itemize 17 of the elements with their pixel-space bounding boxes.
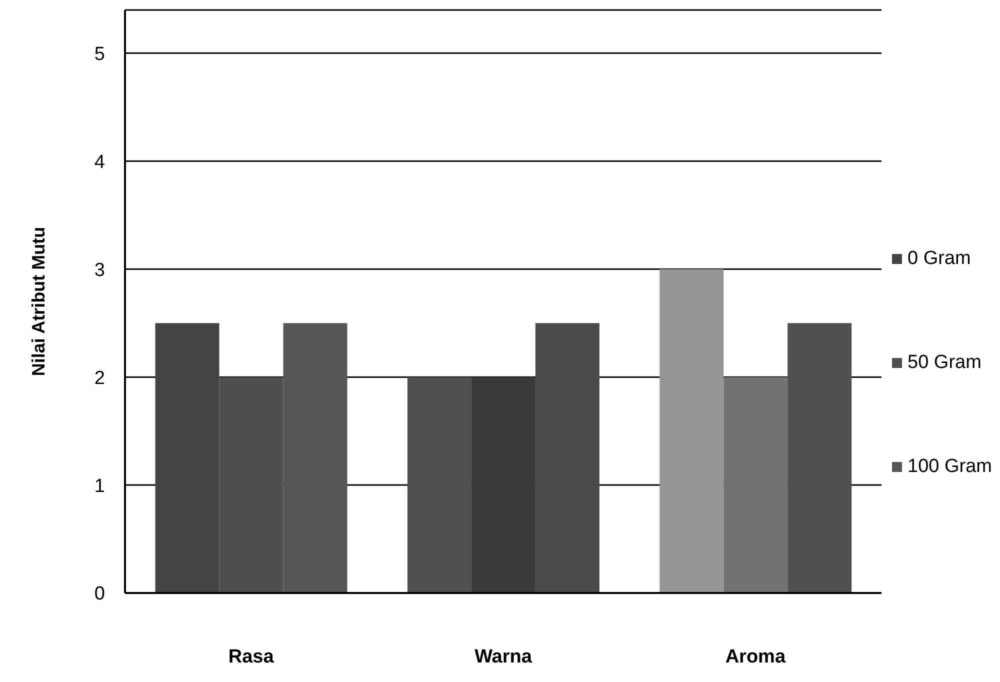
x-tick-label: Aroma <box>725 646 786 668</box>
y-axis-title: Nilai Atribut Mutu <box>28 226 48 376</box>
bar <box>660 269 724 593</box>
y-tick-label: 3 <box>94 260 105 281</box>
legend-label: 50 Gram <box>908 352 982 374</box>
legend-label: 0 Gram <box>908 248 971 270</box>
legend-label: 100 Gram <box>908 456 992 478</box>
x-tick-label: Rasa <box>228 646 274 668</box>
y-tick-label: 1 <box>94 476 105 497</box>
x-tick-label: Warna <box>474 646 532 668</box>
bar <box>724 377 788 593</box>
y-tick-label: 0 <box>94 584 105 605</box>
y-tick-label: 2 <box>94 368 105 389</box>
y-tick-label: 5 <box>94 44 105 65</box>
bar <box>535 323 600 593</box>
bar <box>471 377 536 593</box>
y-tick-label: 4 <box>94 152 106 173</box>
